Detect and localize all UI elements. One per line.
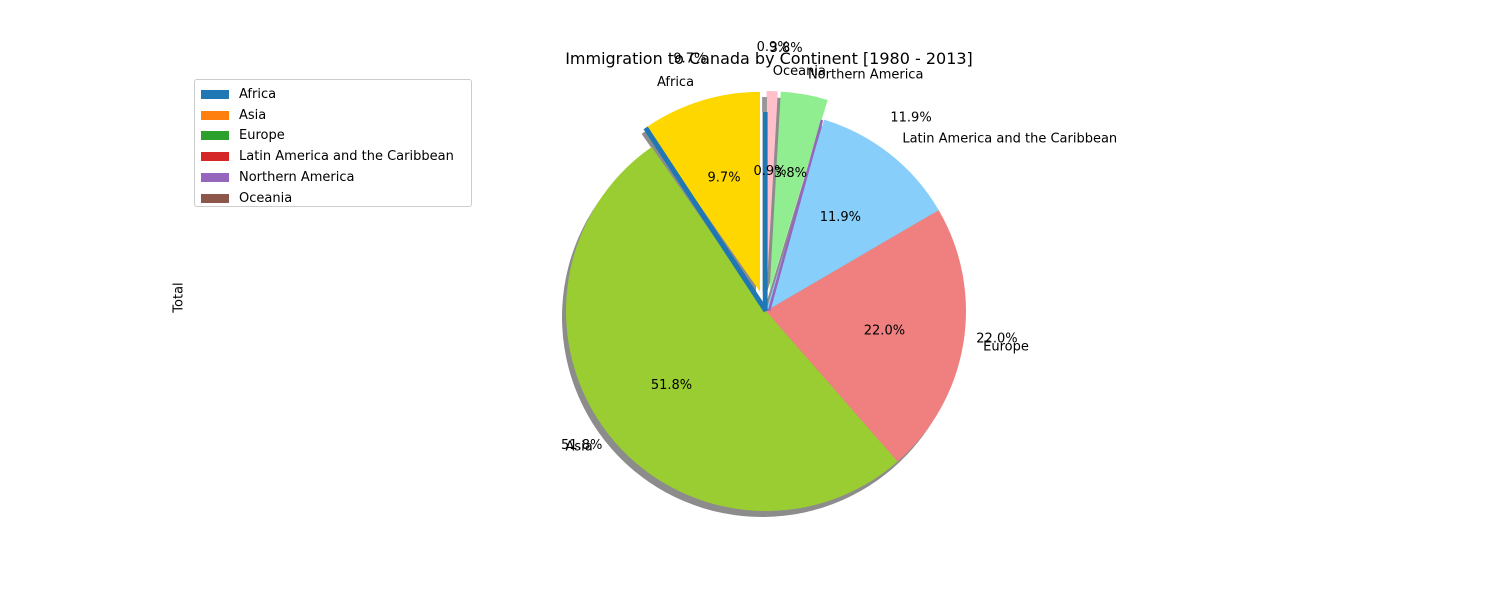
pie-slice-northern-america <box>769 91 828 292</box>
chart-title: Immigration to Canada by Continent [1980… <box>565 49 973 68</box>
legend-swatch <box>201 110 229 120</box>
pie-slice-asia <box>565 146 898 512</box>
overlay-bar-edge-northern-america <box>767 119 824 312</box>
legend-label: Oceania <box>239 190 293 206</box>
category-label-northern-america: Northern America <box>808 68 923 83</box>
legend-item-asia: Asia <box>201 105 471 126</box>
pct-outer-label-africa: 9.7% <box>673 52 706 67</box>
pct-outer-label-latin-america-and-the-caribbean: 11.9% <box>890 110 931 125</box>
overlay-bar-africa <box>762 112 768 311</box>
overlay-bar-cap <box>762 97 767 112</box>
category-label-africa: Africa <box>657 75 694 90</box>
category-label-europe: Europe <box>983 339 1029 354</box>
category-label-asia: Asia <box>565 440 592 455</box>
legend: Africa Asia Europe Latin America and the Ca… <box>194 79 472 207</box>
pct-label-europe: 22.0% <box>864 323 905 338</box>
legend-item-europe: Europe <box>201 126 471 147</box>
legend-swatch <box>201 173 229 183</box>
legend-swatch <box>201 89 229 99</box>
legend-swatch <box>201 152 229 162</box>
pct-label-latin-america-and-the-caribbean: 11.9% <box>820 210 861 225</box>
legend-item-oceania: Oceania <box>201 188 471 209</box>
legend-swatch <box>201 131 229 141</box>
legend-label: Europe <box>239 128 285 144</box>
legend-item-africa: Africa <box>201 84 471 105</box>
pie-slice-latin-america-and-the-caribbean <box>766 119 939 311</box>
pct-outer-label-europe: 22.0% <box>976 332 1017 347</box>
pie-labels: 9.7%Africa9.7%51.8%Asia51.8%22.0%Europe2… <box>561 40 1117 454</box>
pct-label-africa: 9.7% <box>708 170 741 185</box>
legend-label: Africa <box>239 86 277 102</box>
category-label-oceania: Oceania <box>773 64 826 79</box>
pct-label-northern-america: 3.8% <box>774 166 807 181</box>
legend-swatch <box>201 193 229 203</box>
legend-label: Latin America and the Caribbean <box>239 149 454 165</box>
legend-label: Asia <box>239 107 267 123</box>
pct-outer-label-asia: 51.8% <box>561 438 602 453</box>
pct-outer-label-northern-america: 3.8% <box>770 41 803 56</box>
overlay-bar-edge-africa <box>643 126 769 313</box>
legend-item-northern-america: Northern America <box>201 167 471 188</box>
pct-label-asia: 51.8% <box>651 378 692 393</box>
pie-slice-europe <box>766 210 966 462</box>
legend-label: Northern America <box>239 170 355 186</box>
pie-slice-africa <box>645 91 761 292</box>
category-label-latin-america-and-the-caribbean: Latin America and the Caribbean <box>902 131 1117 146</box>
y-axis-label: Total <box>171 282 187 313</box>
pie-slice-oceania <box>766 91 778 292</box>
pct-label-oceania: 0.9% <box>753 164 786 179</box>
legend-item-latin-america-and-the-caribbean: Latin America and the Caribbean <box>201 146 471 167</box>
pct-outer-label-oceania: 0.9% <box>757 40 790 55</box>
